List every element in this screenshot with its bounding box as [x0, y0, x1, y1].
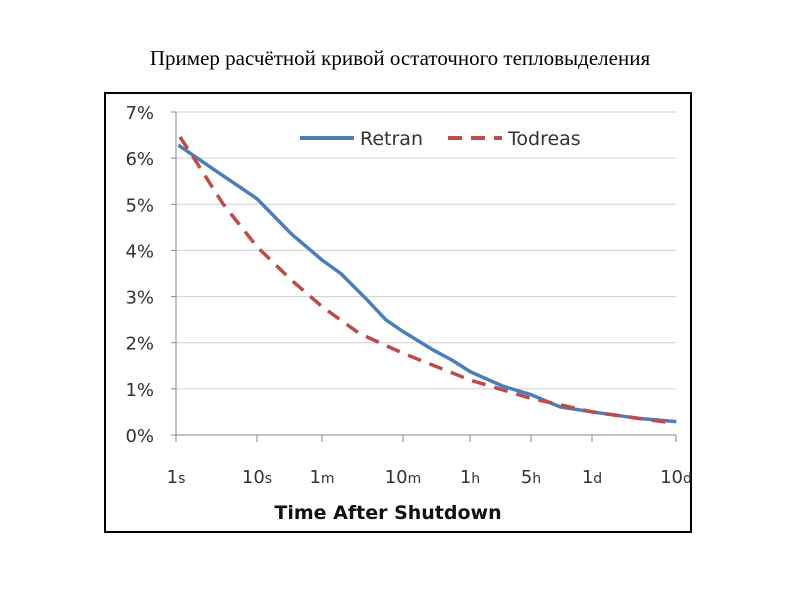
x-tick-unit: m: [408, 471, 422, 487]
x-tick-number: 10: [385, 467, 408, 488]
x-tick-unit: s: [178, 471, 185, 487]
x-tick-unit: h: [471, 471, 480, 487]
x-tick-number: 10: [242, 467, 265, 488]
y-tick-label: 3%: [125, 288, 154, 309]
slide-title: Пример расчётной кривой остаточного тепл…: [149, 46, 651, 70]
x-tick-number: 1: [460, 467, 471, 488]
x-tick-label: 1h: [460, 467, 480, 488]
x-tick-label: 5h: [521, 467, 541, 488]
x-tick-unit: m: [321, 471, 335, 487]
y-tick-label: 2%: [125, 334, 154, 355]
y-tick-label: 1%: [125, 380, 154, 401]
x-tick-number: 1: [582, 467, 593, 488]
x-axis-title: Time After Shutdown: [274, 502, 501, 524]
legend-label-retran: Retran: [360, 128, 423, 150]
x-tick-number: 10: [660, 467, 683, 488]
y-tick-label: 7%: [125, 103, 154, 124]
series-line-todreas: [178, 135, 670, 425]
chart-frame: [104, 92, 692, 533]
y-tick-label: 0%: [125, 426, 154, 447]
legend-label-todreas: Todreas: [507, 128, 581, 150]
y-tick-label: 6%: [125, 149, 154, 170]
x-tick-label: 10s: [242, 467, 272, 488]
y-tick-label: 4%: [125, 241, 154, 262]
x-tick-unit: d: [593, 471, 602, 487]
x-tick-unit: h: [532, 471, 541, 487]
x-tick-label: 1m: [309, 467, 334, 488]
x-tick-label: 1s: [167, 467, 186, 488]
x-tick-number: 5: [521, 467, 532, 488]
x-tick-number: 1: [309, 467, 320, 488]
series-line-retran: [177, 143, 677, 424]
x-tick-label: 10d: [660, 467, 692, 488]
y-tick-label: 5%: [125, 195, 154, 216]
x-tick-label: 1d: [582, 467, 602, 488]
x-tick-label: 10m: [385, 467, 422, 488]
x-tick-number: 1: [167, 467, 178, 488]
x-tick-unit: s: [265, 471, 272, 487]
x-tick-unit: d: [683, 471, 692, 487]
